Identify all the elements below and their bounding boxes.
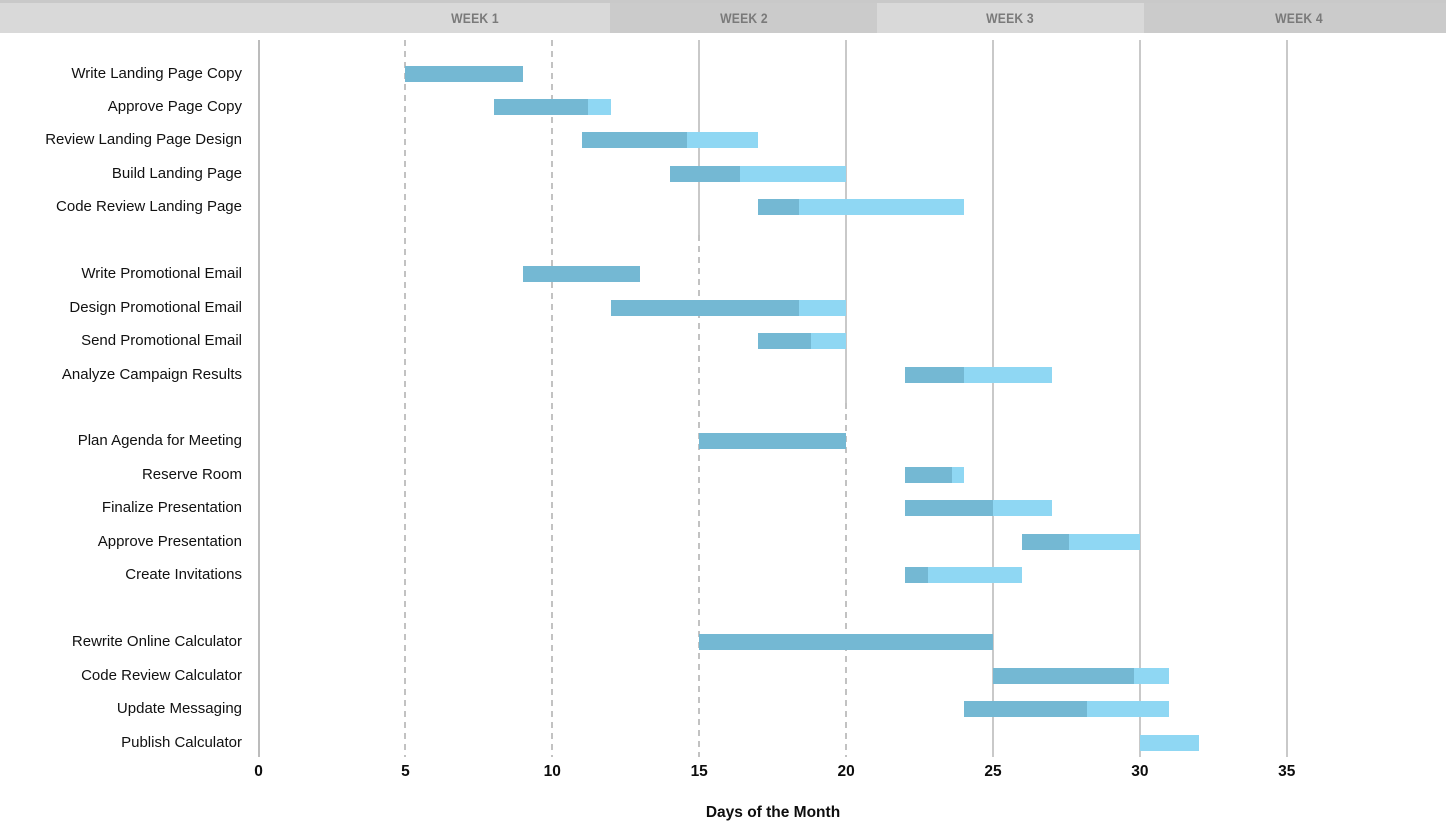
task-bar <box>904 500 1052 517</box>
task-bar <box>581 132 758 149</box>
task-bar-complete <box>669 165 741 182</box>
task-bar <box>757 333 847 350</box>
task-bar-complete <box>581 132 688 149</box>
task-bar <box>611 299 847 316</box>
task-bar <box>493 98 612 115</box>
task-bar <box>699 634 993 651</box>
task-label: Build Landing Page <box>111 164 242 182</box>
task-label: Publish Calculator <box>121 733 242 751</box>
x-axis-title: Days of the Month <box>705 804 841 821</box>
task-bar-complete <box>522 266 641 283</box>
task-bar <box>1022 533 1140 550</box>
task-label: Analyze Campaign Results <box>61 365 242 383</box>
task-bar-complete <box>1022 533 1070 550</box>
week-label: WEEK 1 <box>451 10 499 26</box>
x-tick-label: 25 <box>984 763 1002 780</box>
gridline-day-20 <box>845 403 848 757</box>
week-band <box>0 3 610 33</box>
week-label: WEEK 2 <box>720 10 768 26</box>
week-band <box>610 3 877 33</box>
task-bar <box>993 667 1170 684</box>
task-bar-complete <box>493 98 588 115</box>
task-bar-complete <box>904 466 952 483</box>
task-label: Write Promotional Email <box>81 265 242 283</box>
gridline-day-35 <box>1285 40 1288 757</box>
task-label: Update Messaging <box>116 700 242 718</box>
gridline-day-30 <box>1138 40 1141 757</box>
task-label: Write Landing Page Copy <box>71 64 242 82</box>
task-label: Rewrite Online Calculator <box>71 633 242 651</box>
x-tick-label: 10 <box>543 763 561 780</box>
task-bar <box>522 266 641 283</box>
task-bar-complete <box>611 299 800 316</box>
task-label: Reserve Room <box>141 465 242 483</box>
week-band <box>1144 3 1446 33</box>
task-bar-complete <box>904 500 993 517</box>
x-tick-label: 30 <box>1131 763 1149 780</box>
gridline-day-15 <box>698 235 701 757</box>
task-bar-complete <box>904 366 964 383</box>
x-tick-label: 0 <box>254 763 263 780</box>
gridline-day-20 <box>845 40 848 403</box>
week-label: WEEK 4 <box>1275 10 1323 26</box>
task-bar-complete <box>699 433 847 450</box>
y-axis-line <box>257 40 260 757</box>
gridline-day-5 <box>404 40 407 757</box>
task-bar <box>904 567 1023 584</box>
task-bar-complete <box>757 333 811 350</box>
task-label: Finalize Presentation <box>101 499 242 517</box>
x-tick-label: 5 <box>401 763 410 780</box>
task-bar-complete <box>993 667 1134 684</box>
task-label: Send Promotional Email <box>81 332 242 350</box>
task-bar <box>669 165 847 182</box>
x-tick-label: 35 <box>1278 763 1296 780</box>
task-label: Review Landing Page Design <box>45 131 242 149</box>
task-bar <box>405 65 523 82</box>
x-tick-label: 20 <box>837 763 855 780</box>
task-label: Approve Presentation <box>97 532 242 550</box>
task-bar <box>757 199 964 216</box>
task-label: Approve Page Copy <box>107 97 242 115</box>
gridline-day-25 <box>992 40 994 757</box>
task-bar-complete <box>405 65 523 82</box>
x-tick-label: 15 <box>690 763 708 780</box>
task-bar-complete <box>757 199 800 216</box>
task-label: Design Promotional Email <box>69 298 242 316</box>
task-bar-complete <box>904 567 929 584</box>
task-label: Create Invitations <box>125 566 242 584</box>
task-bar-complete <box>963 701 1087 718</box>
task-bar <box>1139 734 1199 751</box>
task-bar <box>904 466 964 483</box>
week-band <box>877 3 1144 33</box>
task-label: Code Review Calculator <box>81 666 242 684</box>
gridline-day-10 <box>551 40 554 757</box>
week-label: WEEK 3 <box>986 10 1034 26</box>
header-top-border <box>0 0 1446 3</box>
task-bar <box>699 433 847 450</box>
task-label: Code Review Landing Page <box>56 198 242 216</box>
task-bar <box>963 701 1170 718</box>
task-bar-complete <box>699 634 993 651</box>
task-label: Plan Agenda for Meeting <box>77 432 242 450</box>
task-bar <box>904 366 1052 383</box>
